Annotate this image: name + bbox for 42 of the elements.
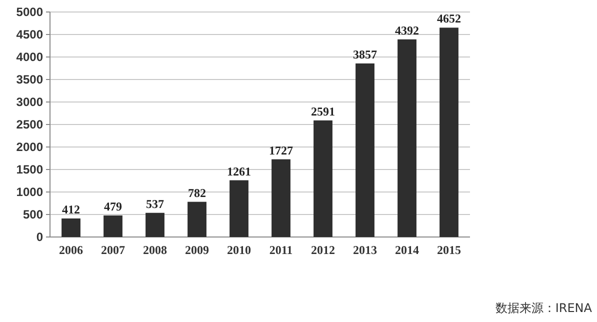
data-label: 2591 [311, 104, 335, 118]
bar [104, 215, 122, 237]
data-label: 1727 [269, 143, 293, 158]
bar [146, 212, 164, 237]
x-tick-label: 2010 [227, 243, 251, 257]
bar [356, 63, 374, 237]
bar [398, 39, 416, 237]
y-tick-label: 5000 [16, 5, 44, 19]
source-note: 数据来源：IRENA [495, 301, 593, 315]
data-label: 4652 [437, 12, 461, 26]
y-tick-label: 1000 [16, 185, 44, 199]
x-tick-label: 2013 [353, 243, 377, 257]
bar [272, 159, 290, 237]
data-label: 1261 [227, 164, 251, 178]
x-tick-label: 2008 [143, 243, 167, 257]
x-tick-label: 2015 [437, 243, 461, 257]
data-label: 3857 [353, 47, 377, 62]
y-tick-label: 3000 [16, 95, 44, 109]
y-tick-label: 2500 [16, 118, 44, 132]
y-tick-label: 500 [22, 208, 44, 222]
bar [62, 218, 80, 237]
bar [188, 202, 206, 237]
y-tick-label: 0 [36, 230, 44, 244]
bar [230, 180, 248, 237]
y-tick-label: 2000 [16, 140, 44, 154]
x-tick-label: 2006 [59, 243, 83, 257]
bar [314, 120, 332, 237]
x-tick-label: 2014 [395, 243, 419, 257]
data-label: 782 [188, 186, 206, 200]
y-tick-label: 3500 [16, 72, 44, 86]
x-tick-label: 2012 [311, 243, 335, 257]
data-label: 4392 [395, 23, 419, 38]
bar [440, 28, 458, 237]
x-tick-label: 2009 [185, 243, 209, 257]
data-label: 412 [62, 202, 80, 216]
data-label: 537 [146, 196, 164, 211]
data-label: 479 [104, 199, 122, 214]
x-tick-label: 2007 [101, 243, 125, 257]
x-tick-label: 2011 [269, 243, 293, 257]
y-tick-label: 4500 [16, 28, 44, 42]
y-tick-label: 1500 [16, 162, 44, 176]
y-tick-label: 4000 [16, 50, 44, 64]
